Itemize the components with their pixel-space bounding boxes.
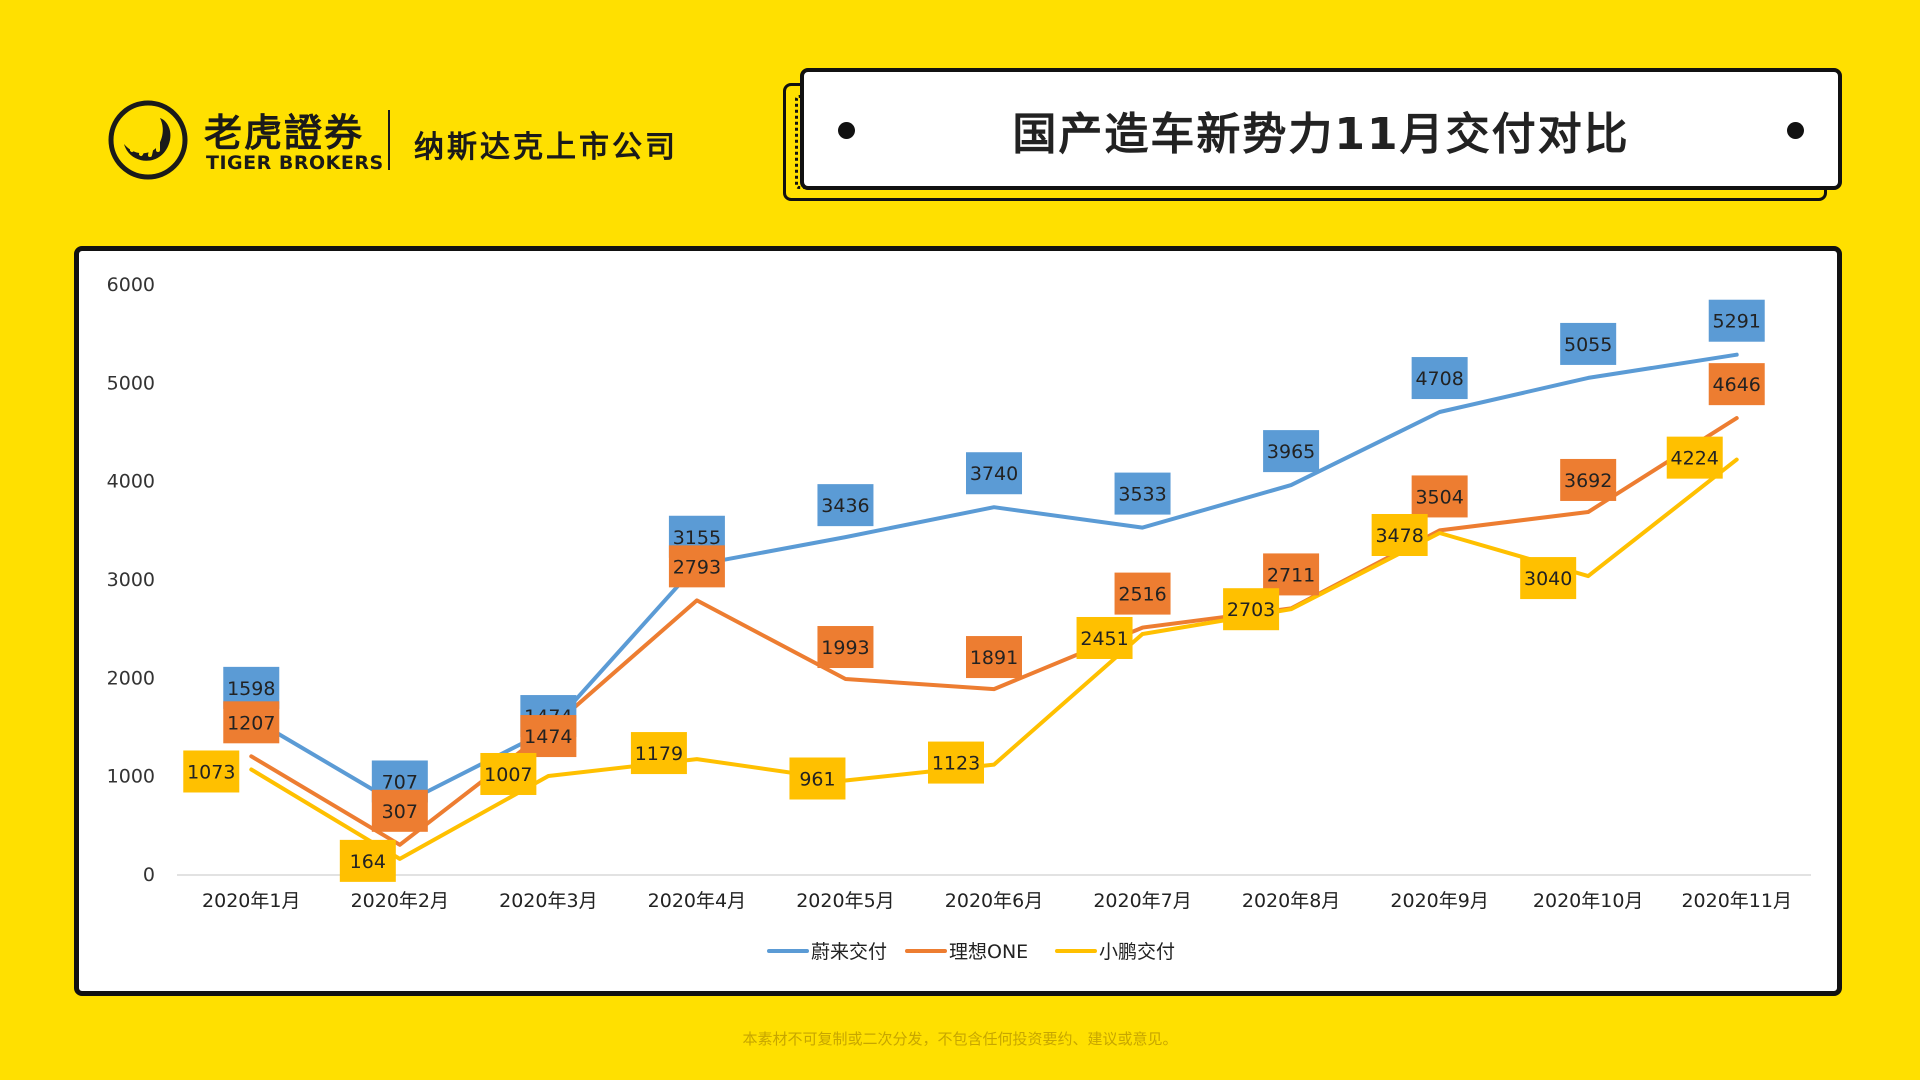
data-label-box (1520, 557, 1577, 600)
brand-name-cn: 老虎證券 (204, 111, 365, 155)
brand-logo: 老虎證券 TIGER BROKERS 纳斯达克上市公司 (108, 100, 688, 180)
data-label: 2703 (1227, 599, 1275, 621)
data-label-box (371, 789, 428, 832)
y-tick-label: 4000 (107, 471, 155, 493)
x-tick-label: 2020年6月 (945, 890, 1043, 912)
data-label: 3436 (821, 495, 869, 517)
x-tick-label: 2020年7月 (1093, 890, 1191, 912)
page-title: 国产造车新势力11月交付对比 (1012, 109, 1630, 160)
data-label: 307 (382, 801, 418, 823)
delivery-line-chart: 0 1000 2000 3000 4000 5000 6000 2020年1月 2020年2月 2… (107, 274, 1811, 963)
data-label: 1179 (635, 743, 683, 765)
data-label-box (789, 757, 846, 800)
data-label-box (1263, 430, 1320, 473)
data-label-box (339, 839, 396, 882)
data-label-box (1411, 475, 1468, 518)
data-label-box (1708, 363, 1765, 406)
brand-subtitle: 纳斯达克上市公司 (414, 130, 678, 165)
data-label: 3478 (1375, 525, 1423, 547)
x-tick-label: 2020年3月 (499, 890, 597, 912)
brand-name-en: TIGER BROKERS (206, 152, 384, 174)
data-label: 3040 (1524, 568, 1572, 590)
y-tick-label: 2000 (107, 667, 155, 689)
data-label: 3965 (1267, 441, 1315, 463)
data-label-box (1560, 322, 1617, 365)
data-label: 2711 (1267, 564, 1315, 586)
data-label-box (817, 626, 874, 669)
x-tick-label: 2020年4月 (648, 890, 746, 912)
x-tick-label: 2020年5月 (796, 890, 894, 912)
data-label-box (1223, 588, 1280, 631)
data-label: 707 (382, 771, 418, 793)
data-label-box (1560, 458, 1617, 501)
data-label: 1073 (187, 761, 235, 783)
data-label: 2516 (1118, 584, 1166, 606)
data-label: 1993 (821, 637, 869, 659)
data-label: 3155 (673, 527, 721, 549)
x-tick-label: 2020年10月 (1533, 890, 1644, 912)
data-label: 1123 (932, 753, 980, 775)
data-label-box (183, 750, 240, 793)
data-label-box (1114, 472, 1171, 515)
data-label: 961 (799, 769, 835, 791)
data-label-box (480, 752, 537, 795)
y-tick-label: 3000 (107, 569, 155, 591)
data-label: 2451 (1080, 628, 1128, 650)
data-label-box (520, 715, 577, 758)
y-tick-label: 0 (143, 864, 155, 886)
data-label-box (1371, 513, 1428, 556)
data-label-box (1411, 357, 1468, 400)
data-label: 3504 (1415, 486, 1463, 508)
data-label-box (1114, 572, 1171, 615)
data-label-box (668, 545, 725, 588)
data-label-box (630, 732, 687, 775)
data-label: 1891 (970, 647, 1018, 669)
tiger-logo-icon (108, 100, 188, 180)
legend-label: 理想ONE (949, 941, 1028, 963)
data-label-box (928, 741, 984, 784)
title-bullet-right (1787, 122, 1804, 139)
data-label: 4224 (1671, 448, 1719, 470)
y-tick-label: 5000 (107, 372, 155, 394)
data-label: 3533 (1118, 484, 1166, 506)
data-label: 164 (350, 851, 386, 873)
data-label: 3692 (1564, 470, 1612, 492)
data-label-box (1076, 616, 1133, 659)
data-label-box (223, 701, 280, 744)
y-tick-label: 6000 (107, 274, 155, 296)
x-tick-label: 2020年9月 (1390, 890, 1488, 912)
y-tick-label: 1000 (107, 766, 155, 788)
data-label: 4646 (1713, 374, 1761, 396)
legend-label: 小鹏交付 (1099, 941, 1175, 963)
data-label-box (966, 452, 1022, 495)
data-label: 5291 (1713, 311, 1761, 333)
x-tick-label: 2020年8月 (1242, 890, 1340, 912)
data-label: 2793 (673, 556, 721, 578)
data-label: 1007 (484, 764, 532, 786)
data-label-box (966, 636, 1022, 679)
series-line (249, 457, 1739, 861)
data-label: 1598 (227, 678, 275, 700)
data-label-box (1708, 299, 1765, 342)
x-tick-label: 2020年2月 (351, 890, 449, 912)
title-bullet-left (838, 122, 855, 139)
data-label: 1474 (524, 726, 572, 748)
legend-label: 蔚来交付 (811, 941, 887, 963)
data-label: 1207 (227, 712, 275, 734)
logo-divider (388, 110, 390, 170)
data-label: 5055 (1564, 334, 1612, 356)
x-tick-label: 2020年11月 (1681, 890, 1792, 912)
data-label-box (1666, 436, 1723, 479)
x-tick-label: 2020年1月 (202, 890, 300, 912)
data-label: 3740 (970, 463, 1018, 485)
data-label-box (817, 484, 874, 527)
chart-card: 0 1000 2000 3000 4000 5000 6000 2020年1月 2020年2月 2… (74, 246, 1842, 996)
title-banner: 国产造车新势力11月交付对比 (800, 68, 1842, 190)
data-label: 4708 (1415, 368, 1463, 390)
series-line (249, 352, 1739, 808)
footer-disclaimer: 本素材不可复制或二次分发，不包含任何投资要约、建议或意见。 (742, 1030, 1178, 1048)
